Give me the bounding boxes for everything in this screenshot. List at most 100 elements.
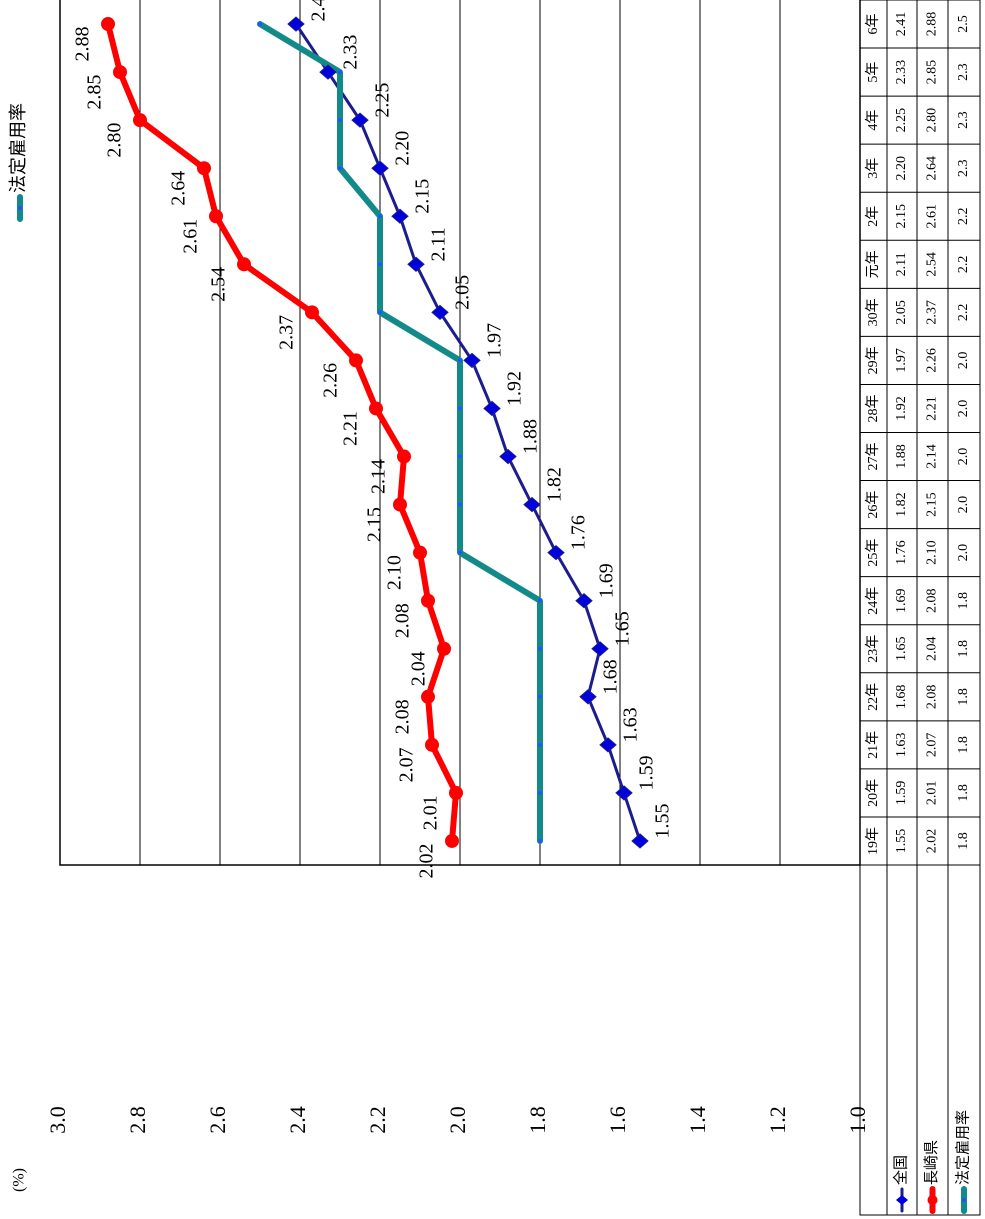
data-label: 2.14 xyxy=(368,459,390,494)
table-value: 2.85 xyxy=(925,60,940,85)
y-tick-label: 2.6 xyxy=(205,1106,230,1134)
table-value: 2.25 xyxy=(894,108,909,133)
table-value: 2.3 xyxy=(956,63,971,81)
data-label: 2.64 xyxy=(168,171,190,206)
marker xyxy=(431,304,449,321)
x-tick-label: 30年 xyxy=(865,298,881,326)
x-tick-label: 20年 xyxy=(865,779,881,807)
data-label: 1.65 xyxy=(612,611,634,646)
table-value: 1.82 xyxy=(894,492,909,517)
marker xyxy=(421,593,435,608)
legend-label: 法定雇用率 xyxy=(8,103,28,193)
table-value: 2.0 xyxy=(956,544,971,562)
table-value: 2.37 xyxy=(925,300,940,325)
marker xyxy=(378,262,382,267)
table-value: 2.5 xyxy=(956,15,971,33)
table-value: 2.08 xyxy=(925,685,940,710)
table-value: 2.64 xyxy=(925,156,940,181)
data-label: 1.69 xyxy=(596,563,618,598)
x-tick-label: 21年 xyxy=(865,731,881,759)
marker xyxy=(133,113,147,128)
marker xyxy=(369,401,383,416)
table-value: 2.80 xyxy=(925,108,940,133)
data-label: 2.54 xyxy=(208,267,230,302)
row-label: 法定雇用率 xyxy=(954,1110,971,1185)
data-label: 1.63 xyxy=(620,707,642,742)
table-value: 2.01 xyxy=(925,781,940,806)
table-value: 2.07 xyxy=(925,733,940,758)
marker xyxy=(258,22,262,27)
marker xyxy=(631,833,649,849)
table-value: 1.63 xyxy=(894,733,909,758)
data-label: 1.55 xyxy=(652,803,674,838)
table-value: 2.11 xyxy=(894,252,909,276)
data-label: 2.10 xyxy=(384,555,406,590)
x-tick-label: 5年 xyxy=(865,62,881,83)
legend-key-marker xyxy=(962,1198,966,1202)
marker xyxy=(538,694,542,699)
data-label: 2.20 xyxy=(392,131,414,166)
legend-key-marker xyxy=(18,206,22,210)
marker xyxy=(351,112,369,128)
marker xyxy=(575,593,593,609)
marker xyxy=(445,833,459,848)
marker xyxy=(579,689,597,705)
x-tick-label: 4年 xyxy=(865,110,881,131)
table-value: 2.04 xyxy=(925,637,940,662)
table-value: 1.8 xyxy=(956,640,971,658)
marker xyxy=(499,448,517,465)
marker xyxy=(378,214,382,219)
x-tick-label: 22年 xyxy=(865,683,881,711)
data-label: 2.08 xyxy=(392,699,414,734)
marker xyxy=(458,358,462,363)
x-tick-label: 24年 xyxy=(865,587,881,615)
table-value: 2.20 xyxy=(894,156,909,181)
table-value: 1.69 xyxy=(894,588,909,613)
marker xyxy=(458,454,462,459)
x-tick-label: 19年 xyxy=(865,827,881,855)
table-value: 2.0 xyxy=(956,400,971,418)
y-tick-label: 2.0 xyxy=(445,1106,470,1134)
marker xyxy=(287,16,305,32)
y-tick-label: 2.4 xyxy=(285,1106,310,1134)
data-label: 2.04 xyxy=(408,651,430,686)
row-label: 全国 xyxy=(891,1155,909,1185)
data-label: 1.82 xyxy=(544,467,566,502)
marker xyxy=(338,166,342,171)
y-tick-label: 1.0 xyxy=(845,1106,870,1134)
table-value: 2.15 xyxy=(925,492,940,517)
x-tick-label: 27年 xyxy=(865,443,881,471)
legend-key-marker xyxy=(896,1195,908,1205)
x-tick-label: 23年 xyxy=(865,635,881,663)
table-value: 2.10 xyxy=(925,540,940,565)
marker xyxy=(591,641,609,657)
table-value: 1.92 xyxy=(894,396,909,421)
marker xyxy=(458,502,462,507)
x-tick-label: 25年 xyxy=(865,539,881,567)
table-value: 2.61 xyxy=(925,204,940,229)
data-label: 1.88 xyxy=(520,419,542,454)
y-tick-label: 3.0 xyxy=(45,1106,70,1134)
marker xyxy=(538,598,542,603)
marker xyxy=(449,785,463,800)
y-tick-label: 1.2 xyxy=(765,1106,790,1134)
y-tick-label: 1.6 xyxy=(605,1106,630,1134)
marker xyxy=(463,352,481,369)
x-tick-label: 28年 xyxy=(865,394,881,422)
table-value: 2.2 xyxy=(956,304,971,322)
series-line xyxy=(105,21,459,844)
data-label: 2.11 xyxy=(428,227,450,261)
table-value: 1.55 xyxy=(894,829,909,854)
marker xyxy=(393,497,407,512)
table-value: 1.65 xyxy=(894,637,909,662)
y-tick-label: 2.8 xyxy=(125,1106,150,1134)
marker xyxy=(319,64,337,80)
marker xyxy=(547,544,565,561)
marker xyxy=(483,400,501,417)
marker xyxy=(338,118,342,123)
rotated-chart: (%) 3.0 2.8 2.6 2.4 2.2 2.0 1.8 1.6 1.4 1.2 1.0 1.5… xyxy=(8,0,981,1216)
x-tick-label: 29年 xyxy=(865,346,881,374)
table-value: 2.08 xyxy=(925,588,940,613)
data-label: 2.21 xyxy=(340,411,362,446)
data-label: 2.88 xyxy=(72,27,94,62)
